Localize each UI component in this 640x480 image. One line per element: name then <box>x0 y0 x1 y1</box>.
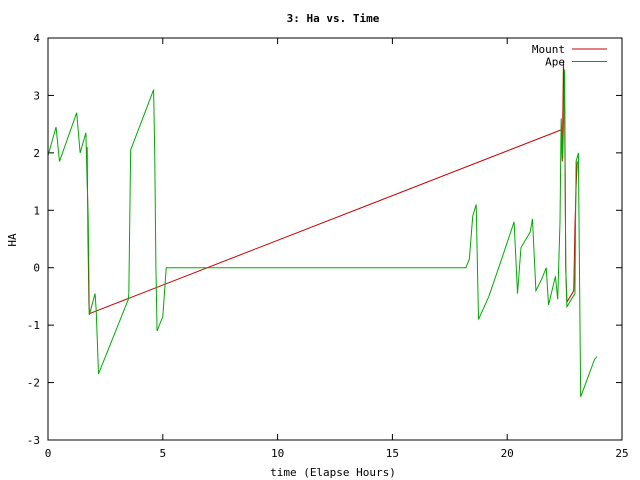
x-tick-label: 15 <box>386 447 399 460</box>
y-tick-label: 3 <box>33 89 40 102</box>
y-tick-label: 2 <box>33 147 40 160</box>
y-tick-label: 1 <box>33 204 40 217</box>
y-tick-label: -3 <box>27 434 40 447</box>
x-tick-label: 20 <box>501 447 514 460</box>
y-tick-label: -2 <box>27 377 40 390</box>
y-tick-label: 0 <box>33 262 40 275</box>
axis-ticks: 0 5 10 15 20 25 -3 -2 -1 0 1 2 3 4 <box>27 32 629 460</box>
plot-frame <box>47 37 623 441</box>
legend-label-mount: Mount <box>532 43 565 56</box>
series-line-ape <box>47 69 598 398</box>
y-tick-label: 4 <box>33 32 40 45</box>
legend-label-ape: Ape <box>545 56 565 69</box>
y-axis-label: HA <box>6 233 19 247</box>
x-tick-label: 25 <box>615 447 628 460</box>
series-line-mount <box>86 60 578 315</box>
x-tick-label: 0 <box>45 447 52 460</box>
x-tick-label: 10 <box>271 447 284 460</box>
y-tick-label: -1 <box>27 319 40 332</box>
series-layer <box>47 60 598 398</box>
x-tick-label: 5 <box>159 447 166 460</box>
x-axis-label: time (Elapse Hours) <box>270 466 396 479</box>
chart-title: 3: Ha vs. Time <box>287 12 380 25</box>
